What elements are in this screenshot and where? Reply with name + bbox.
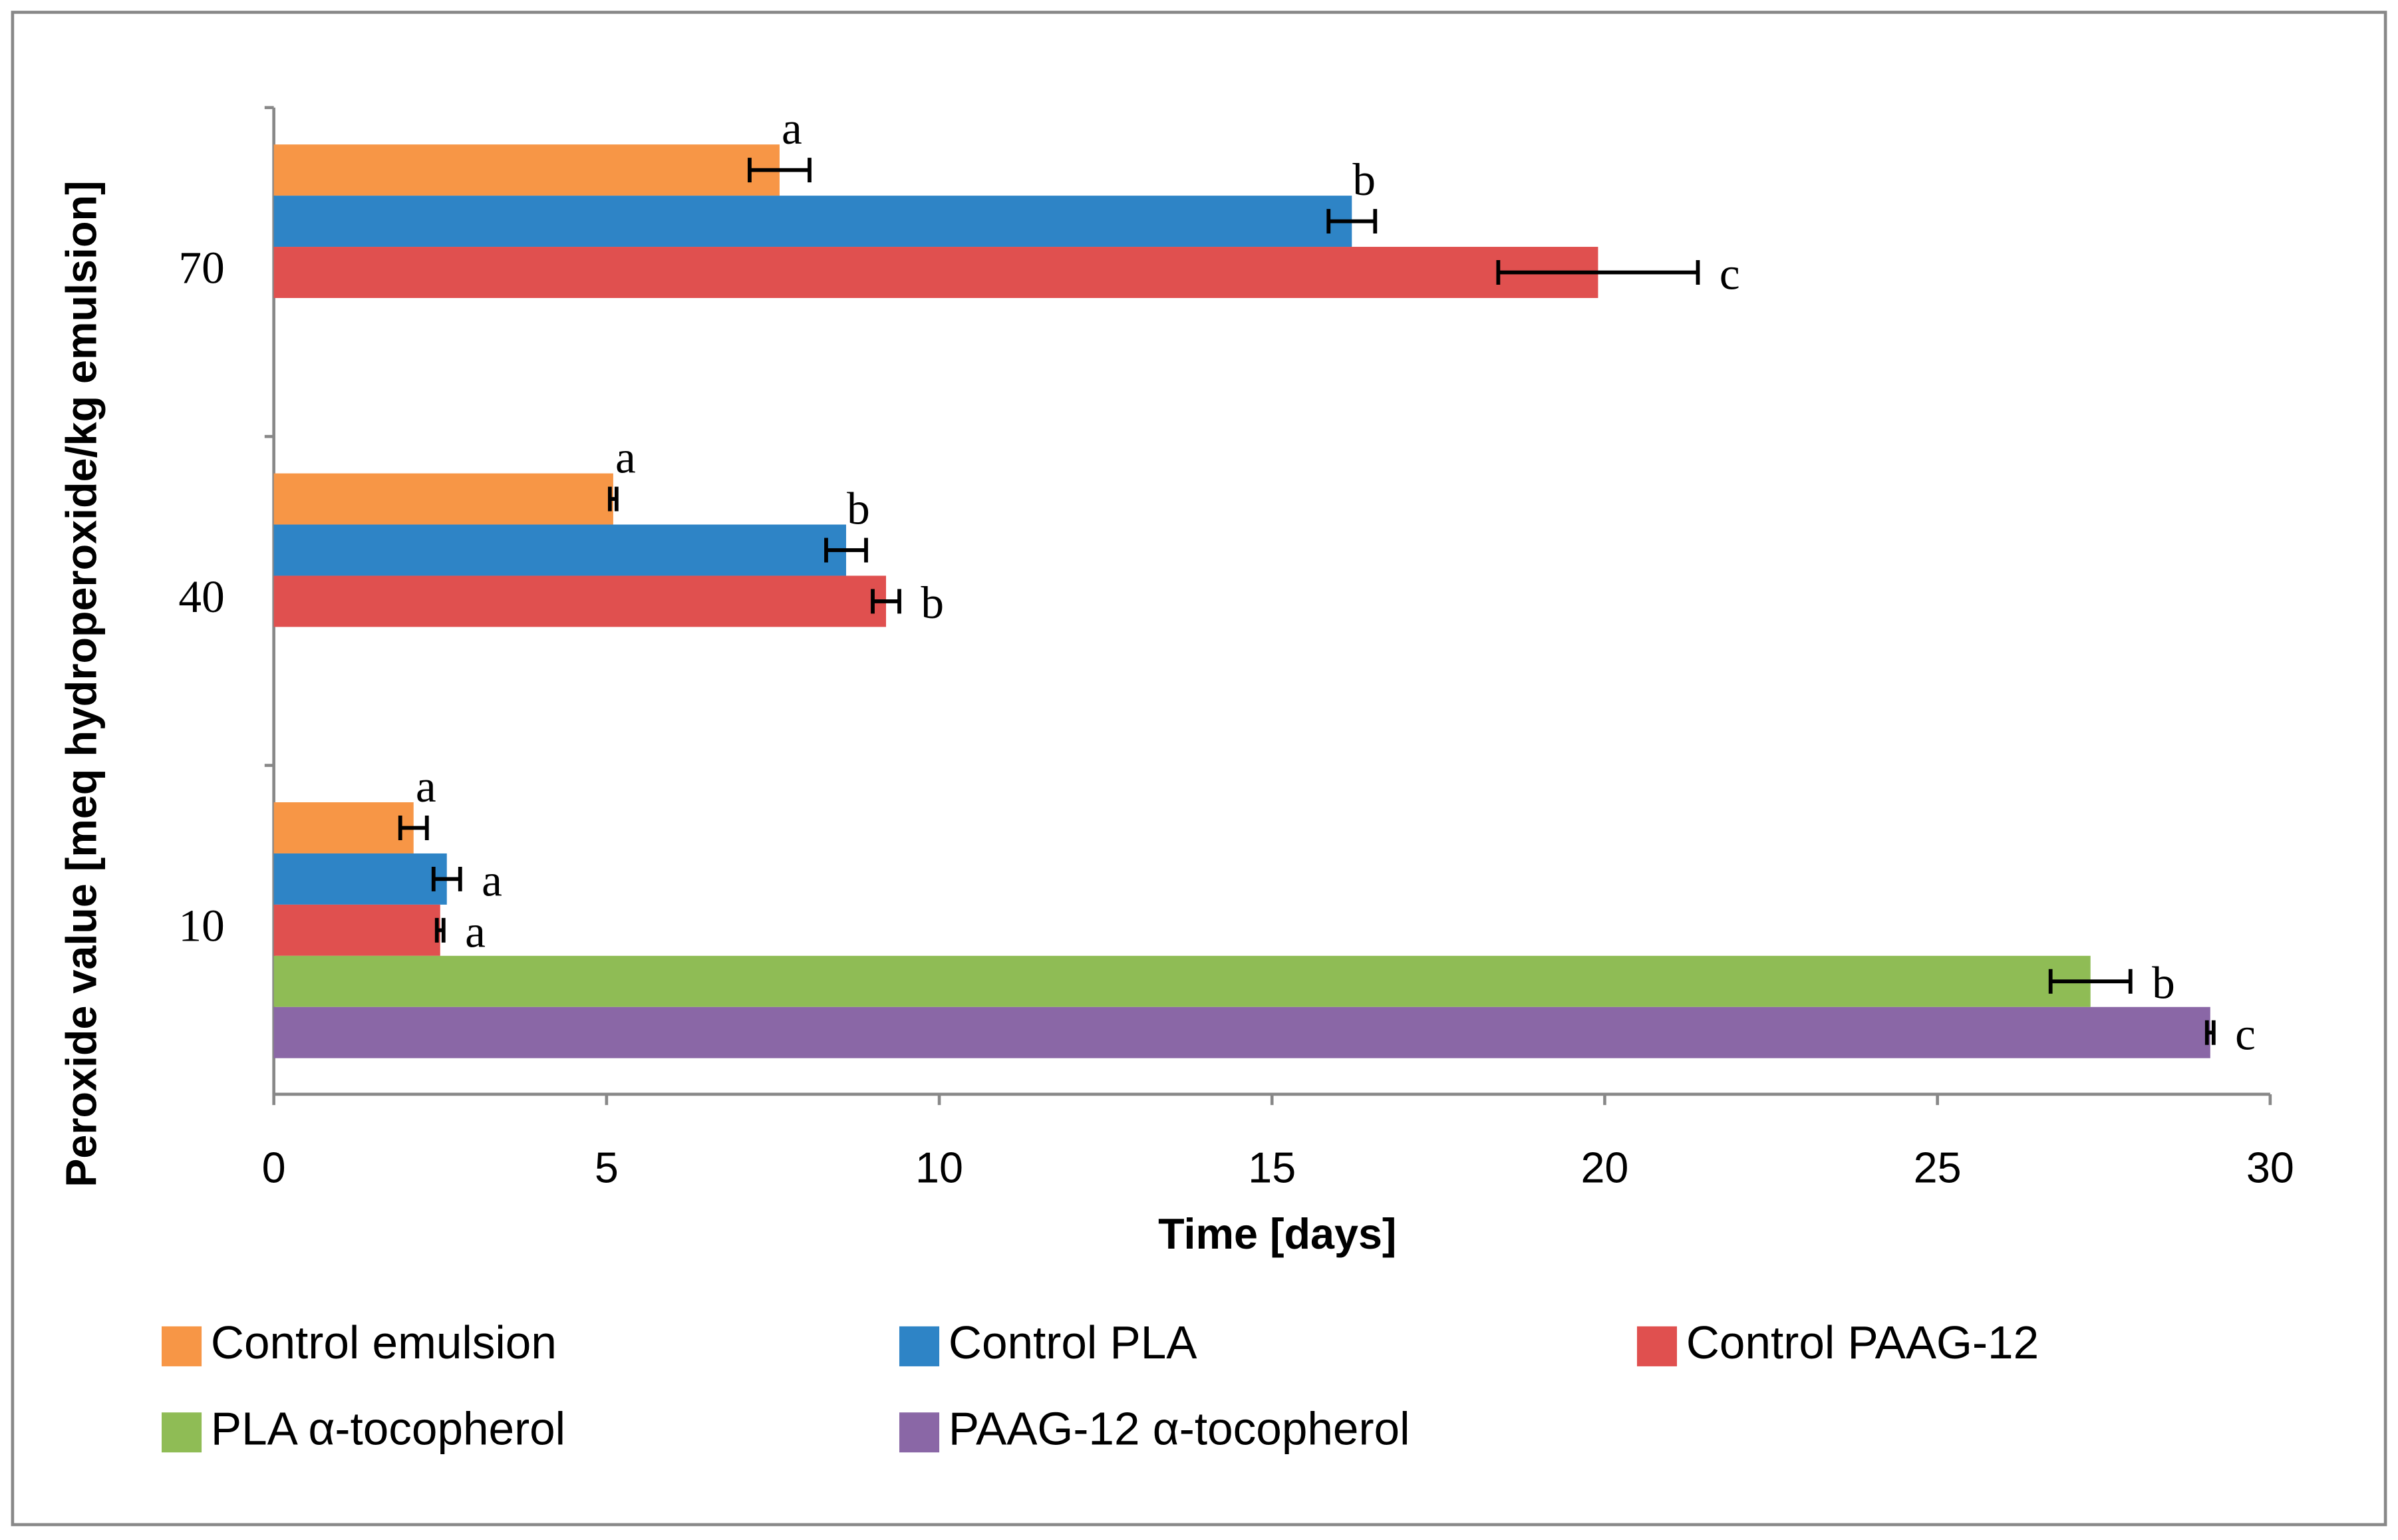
significance-label: b <box>847 482 870 534</box>
y-tick-label: 70 <box>178 241 224 293</box>
legend-label: PAAG-12 α-tocopherol <box>949 1403 1410 1455</box>
significance-label: a <box>482 855 502 906</box>
bar <box>273 853 447 905</box>
bar <box>273 247 1598 298</box>
x-tick-label: 0 <box>262 1144 286 1192</box>
bar <box>273 955 2091 1007</box>
legend-label: Control PLA <box>949 1316 1197 1368</box>
y-tick-label: 10 <box>178 899 224 951</box>
x-tick-label: 25 <box>1914 1144 1962 1192</box>
bar <box>273 904 440 956</box>
bar <box>273 524 846 576</box>
significance-label: b <box>2152 957 2175 1008</box>
significance-label: b <box>921 577 944 628</box>
significance-label: c <box>2235 1008 2256 1059</box>
significance-label: a <box>416 760 436 812</box>
y-axis-title: Peroxide value [meq hydroperoxide/kg emu… <box>57 180 106 1187</box>
bar <box>273 1006 2210 1058</box>
legend-swatch <box>1636 1326 1678 1366</box>
legend-label: Control PAAG-12 <box>1686 1316 2039 1368</box>
bar <box>273 473 613 525</box>
y-tick-label: 40 <box>178 571 224 622</box>
bar <box>273 144 780 196</box>
legend-swatch <box>899 1412 940 1453</box>
significance-label: a <box>615 432 636 483</box>
bar <box>273 196 1352 247</box>
legend-swatch <box>161 1412 202 1453</box>
x-tick-label: 15 <box>1248 1144 1296 1192</box>
x-axis-title: Time [days] <box>1158 1209 1396 1258</box>
significance-label: a <box>782 102 802 154</box>
significance-label: c <box>1720 248 1740 299</box>
bar <box>273 575 887 627</box>
x-tick-label: 20 <box>1580 1144 1628 1192</box>
x-tick-label: 30 <box>2246 1144 2294 1192</box>
legend-label: PLA α-tocopherol <box>211 1403 565 1455</box>
significance-label: b <box>1352 154 1376 205</box>
x-tick-label: 10 <box>915 1144 963 1192</box>
legend-swatch <box>161 1326 202 1366</box>
legend-label: Control emulsion <box>211 1316 557 1368</box>
bar <box>273 802 414 853</box>
x-tick-label: 5 <box>595 1144 619 1192</box>
legend-swatch <box>899 1326 940 1366</box>
significance-label: a <box>465 906 486 957</box>
